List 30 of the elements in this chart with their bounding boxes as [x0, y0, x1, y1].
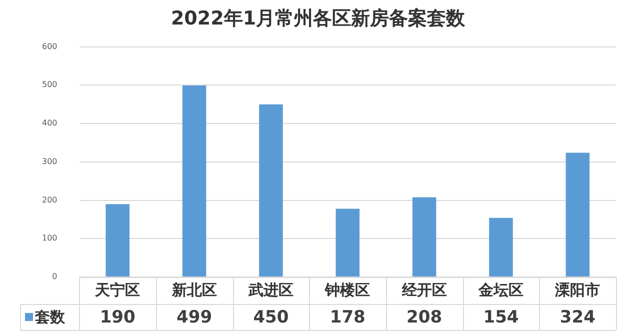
bar	[336, 208, 360, 276]
chart-title: 2022年1月常州各区新房备案套数	[170, 7, 466, 30]
data-label: 324	[560, 307, 596, 328]
x-tick-label: 武进区	[247, 280, 294, 299]
bar	[566, 152, 590, 276]
x-tick-label: 金坛区	[477, 280, 524, 299]
data-label: 154	[483, 307, 519, 328]
y-tick-label: 200	[42, 195, 58, 204]
data-label: 499	[176, 307, 212, 328]
y-tick-label: 100	[42, 234, 58, 243]
y-tick-label: 600	[42, 42, 58, 51]
legend-label: 套数	[34, 308, 66, 326]
y-tick-label: 300	[42, 156, 58, 166]
data-label: 450	[253, 307, 289, 328]
x-tick-label: 溧阳市	[554, 280, 600, 299]
x-tick-label: 新北区	[170, 280, 217, 299]
bar	[489, 218, 513, 276]
bar	[106, 204, 130, 276]
y-tick-label: 0	[52, 272, 58, 282]
bar	[412, 197, 436, 276]
data-label: 190	[100, 307, 136, 328]
x-tick-label: 钟楼区	[324, 280, 370, 299]
y-tick-label: 500	[42, 80, 58, 90]
data-label: 208	[406, 307, 442, 328]
x-tick-label: 天宁区	[94, 280, 140, 299]
data-label: 178	[330, 307, 366, 328]
x-tick-label: 经开区	[400, 280, 447, 299]
bar	[182, 86, 206, 276]
y-tick-label: 400	[42, 118, 58, 128]
bar	[259, 104, 283, 276]
